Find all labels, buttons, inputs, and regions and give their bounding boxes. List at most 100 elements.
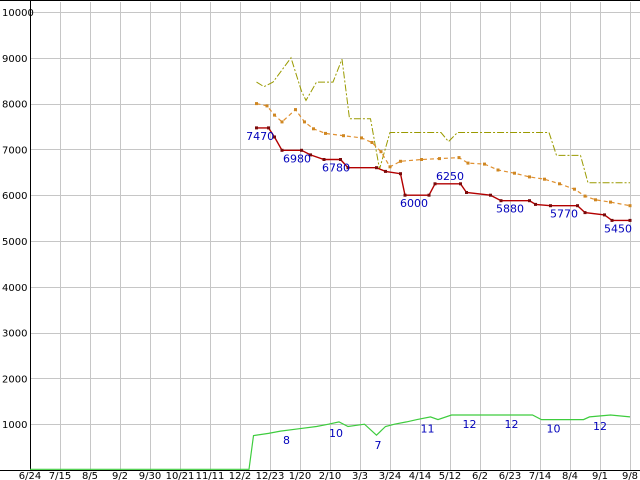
series-marker: [457, 156, 461, 160]
x-tick-label: 11/11: [196, 471, 225, 480]
series-marker: [558, 182, 561, 186]
x-tick-label: 10/21: [166, 471, 195, 480]
x-tick-label: 9/2: [112, 471, 128, 480]
series-marker: [339, 158, 342, 161]
series-marker: [255, 102, 258, 106]
series-marker: [594, 198, 597, 202]
series-marker: [528, 175, 531, 179]
series-marker: [399, 159, 402, 163]
value-label: 8: [283, 434, 290, 447]
series-marker: [427, 193, 431, 197]
y-tick-label: 6000: [2, 191, 27, 202]
series-marker: [576, 204, 579, 208]
value-label: 6000: [400, 197, 428, 210]
series-marker: [534, 202, 537, 206]
value-label: 10: [547, 423, 561, 436]
x-axis-labels: 6/24 7/15 8/5 9/2 9/30 10/21 11/11 12/2 12/23 1/2…: [19, 471, 638, 480]
series-marker: [403, 193, 407, 197]
x-tick-label: 12/2: [229, 471, 251, 480]
series-marker: [370, 141, 374, 144]
series-marker: [322, 158, 326, 161]
x-tick-label: 9/1: [592, 471, 608, 480]
value-label: 12: [505, 418, 519, 431]
value-label: 10: [329, 427, 343, 440]
series-orange-dashed-line: [255, 102, 632, 208]
series-marker: [438, 157, 441, 161]
series-marker: [543, 177, 546, 181]
x-tick-label: 1/20: [289, 471, 311, 480]
series-marker: [324, 131, 327, 135]
y-tick-label: 7000: [2, 145, 27, 156]
y-tick-label: 5000: [2, 237, 27, 248]
series-marker: [583, 211, 587, 215]
series-marker: [433, 182, 437, 186]
value-label: 7470: [246, 130, 274, 143]
value-label: 6980: [283, 152, 311, 165]
series-marker: [489, 193, 492, 197]
y-tick-label: 1000: [2, 420, 27, 431]
series-marker: [312, 127, 315, 131]
series-marker: [273, 135, 276, 139]
value-label: 7: [375, 439, 382, 452]
value-label: 6780: [322, 162, 350, 175]
series-marker: [375, 166, 378, 170]
series-marker: [628, 204, 632, 208]
value-label: 5450: [604, 222, 632, 235]
gridlines: [30, 2, 640, 470]
series-marker: [549, 204, 552, 208]
series-red-marker-line: [255, 126, 632, 222]
series-marker: [384, 169, 387, 173]
value-label: 5770: [550, 208, 578, 221]
series-marker: [499, 199, 503, 203]
series-marker: [420, 158, 423, 161]
series-marker: [399, 172, 402, 176]
series-path-green-line: [30, 414, 631, 470]
x-tick-label: 2/10: [319, 471, 341, 480]
value-label: 5880: [496, 203, 524, 216]
x-tick-label: 6/24: [19, 471, 41, 480]
series-marker: [466, 161, 470, 165]
series-marker: [628, 218, 632, 222]
y-tick-label: 10000: [2, 8, 34, 19]
series-marker: [459, 182, 462, 186]
x-tick-label: 12/23: [256, 471, 285, 480]
series-marker: [255, 126, 258, 130]
series-marker: [379, 150, 383, 154]
series-marker: [603, 213, 606, 217]
count-labels: 8 10 7 11 12 12 10 12: [283, 418, 607, 452]
x-tick-label: 8/5: [82, 471, 98, 480]
y-tick-label: 4000: [2, 283, 27, 294]
series-marker: [294, 108, 297, 112]
x-tick-label: 6/23: [499, 471, 521, 480]
y-tick-label: 3000: [2, 329, 27, 340]
series-marker: [346, 166, 350, 170]
value-label: 11: [421, 423, 435, 436]
price-labels: 7470 6980 6780 6000 6250 5880 5770 5450: [246, 130, 632, 236]
series-marker: [496, 168, 500, 172]
value-label: 12: [463, 418, 477, 431]
x-tick-label: 8/4: [562, 471, 578, 480]
series-marker: [528, 199, 531, 203]
series-marker: [573, 187, 576, 191]
x-tick-label: 7/15: [49, 471, 71, 480]
x-tick-label: 6/2: [472, 471, 488, 480]
series-marker: [609, 200, 612, 204]
x-tick-label: 7/14: [529, 471, 551, 480]
series-marker: [309, 153, 312, 157]
series-marker: [583, 194, 587, 198]
x-tick-label: 3/3: [352, 471, 368, 480]
series-marker: [300, 148, 303, 152]
x-tick-label: 9/8: [622, 471, 638, 480]
series-marker: [483, 162, 486, 166]
series-marker: [265, 104, 269, 108]
series-marker: [280, 148, 284, 152]
y-tick-label: 9000: [2, 54, 27, 65]
series-marker: [280, 120, 284, 124]
series-marker: [388, 165, 392, 169]
series-marker: [342, 134, 345, 138]
series-path-olive-dashdot-line: [256, 56, 630, 184]
x-tick-label: 9/30: [139, 471, 161, 480]
